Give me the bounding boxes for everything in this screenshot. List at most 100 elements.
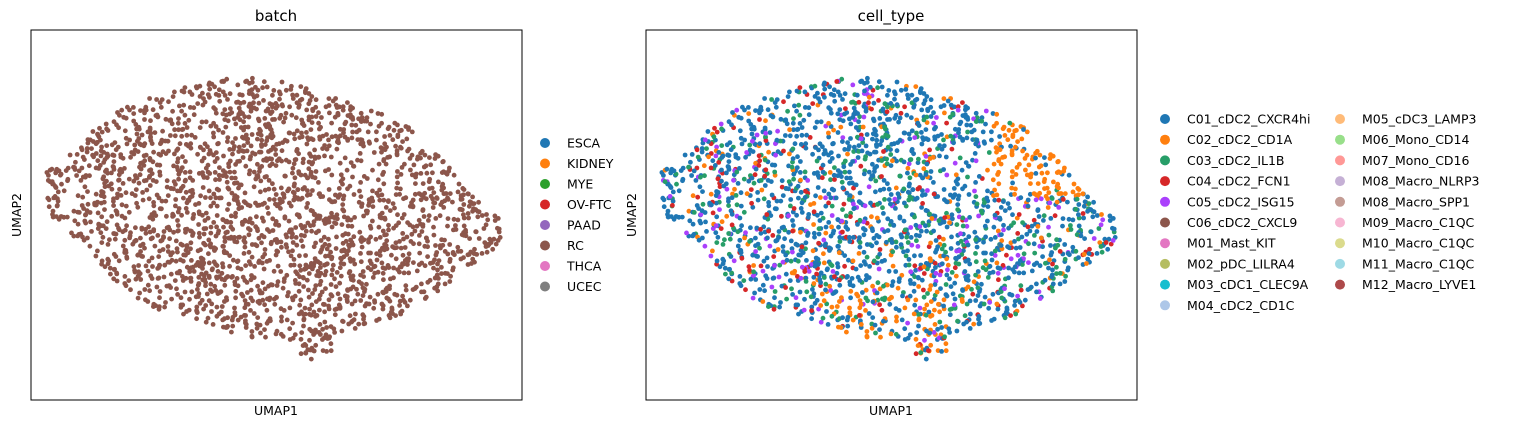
batch-point bbox=[235, 283, 241, 289]
batch-point bbox=[262, 251, 268, 257]
cell-type-point bbox=[964, 223, 970, 229]
batch-point bbox=[395, 132, 401, 138]
cell-type-point bbox=[948, 246, 954, 251]
batch-point bbox=[266, 211, 271, 216]
batch-point bbox=[259, 240, 264, 246]
cell-type-point bbox=[1010, 180, 1015, 186]
batch-point bbox=[189, 289, 195, 295]
cell-type-point bbox=[916, 316, 922, 322]
batch-legend-marker bbox=[540, 220, 550, 230]
batch-point bbox=[400, 252, 406, 258]
batch-point bbox=[169, 296, 175, 302]
batch-point bbox=[109, 213, 115, 219]
batch-point bbox=[286, 249, 291, 255]
cell-type-point bbox=[772, 100, 778, 105]
batch-point bbox=[484, 212, 489, 217]
batch-point bbox=[295, 187, 301, 193]
cell-type-point bbox=[804, 132, 809, 138]
cell-type-point bbox=[812, 94, 818, 99]
batch-point bbox=[269, 282, 275, 288]
cell-type-point bbox=[1036, 214, 1042, 219]
batch-point bbox=[257, 149, 262, 155]
cell-type-point bbox=[747, 239, 752, 244]
batch-point bbox=[313, 114, 319, 119]
batch-point bbox=[149, 255, 155, 261]
batch-point bbox=[157, 263, 162, 268]
cell-type-point bbox=[989, 137, 994, 143]
batch-point bbox=[186, 117, 192, 123]
cell-type-point bbox=[972, 188, 977, 194]
cell-type-point bbox=[910, 187, 916, 193]
cell-type-point bbox=[911, 311, 917, 317]
batch-point bbox=[419, 229, 425, 234]
batch-point bbox=[216, 141, 221, 146]
cell-type-point bbox=[908, 225, 914, 230]
batch-point bbox=[299, 330, 305, 335]
batch-point bbox=[297, 135, 303, 141]
cell-type-point bbox=[763, 134, 768, 140]
batch-point bbox=[332, 276, 337, 282]
cell-type-point bbox=[859, 78, 865, 84]
batch-point bbox=[345, 138, 351, 143]
batch-point bbox=[284, 317, 290, 323]
cell-type-point bbox=[705, 129, 711, 134]
cell-type-point bbox=[832, 177, 837, 182]
cell-type-point bbox=[939, 146, 945, 152]
batch-point bbox=[285, 293, 290, 299]
cell-type-point bbox=[1034, 148, 1040, 154]
batch-point bbox=[219, 270, 225, 276]
cell-type-point bbox=[1091, 199, 1096, 205]
batch-point bbox=[317, 307, 322, 313]
batch-point bbox=[330, 262, 336, 268]
cell-type-point bbox=[809, 308, 814, 313]
cell-type-point bbox=[741, 176, 747, 182]
batch-point bbox=[170, 108, 176, 114]
batch-point bbox=[114, 122, 119, 128]
batch-point bbox=[217, 274, 222, 279]
cell-type-point bbox=[813, 145, 818, 150]
cell-type-point bbox=[704, 146, 709, 152]
batch-point bbox=[310, 137, 316, 143]
batch-point bbox=[223, 124, 229, 130]
cell-type-point bbox=[834, 304, 840, 309]
cell-type-point bbox=[884, 239, 889, 245]
batch-point bbox=[168, 271, 174, 277]
cell-type-point bbox=[980, 129, 986, 135]
batch-point bbox=[299, 96, 305, 102]
batch-point bbox=[434, 196, 440, 201]
cell-type-point bbox=[729, 270, 734, 276]
cell-type-point bbox=[866, 94, 872, 100]
cell-type-point bbox=[916, 156, 921, 162]
cell-type-point bbox=[857, 190, 863, 196]
cell-type-point bbox=[947, 220, 952, 226]
batch-point bbox=[151, 228, 157, 234]
batch-point bbox=[303, 88, 308, 94]
cell-type-point bbox=[1016, 212, 1022, 217]
cell-type-point bbox=[965, 129, 970, 135]
cell-type-point bbox=[661, 197, 667, 203]
batch-point bbox=[409, 231, 415, 237]
batch-point bbox=[191, 105, 197, 111]
batch-point bbox=[213, 91, 219, 97]
cell-type-point bbox=[766, 149, 771, 155]
cell-type-point bbox=[898, 232, 904, 238]
batch-point bbox=[306, 101, 312, 107]
cell-type-point bbox=[870, 315, 876, 320]
batch-panel: batch UMAP1 UMAP2 ESCAKIDNEYMYEOV-FTCPAA… bbox=[9, 7, 614, 418]
batch-point bbox=[419, 289, 424, 295]
batch-point bbox=[290, 248, 295, 254]
batch-point bbox=[129, 150, 135, 155]
cell-type-point bbox=[840, 139, 845, 145]
cell-type-point bbox=[864, 132, 870, 137]
batch-point bbox=[450, 251, 456, 256]
batch-point bbox=[393, 256, 399, 262]
batch-point bbox=[405, 262, 410, 267]
batch-point bbox=[255, 131, 261, 137]
cell-type-point bbox=[901, 186, 907, 192]
batch-point bbox=[321, 218, 327, 223]
cell-type-point bbox=[932, 126, 937, 132]
cell-type-point bbox=[850, 258, 856, 264]
batch-point bbox=[131, 105, 136, 110]
batch-point bbox=[143, 263, 149, 269]
cell-type-point bbox=[950, 216, 955, 222]
